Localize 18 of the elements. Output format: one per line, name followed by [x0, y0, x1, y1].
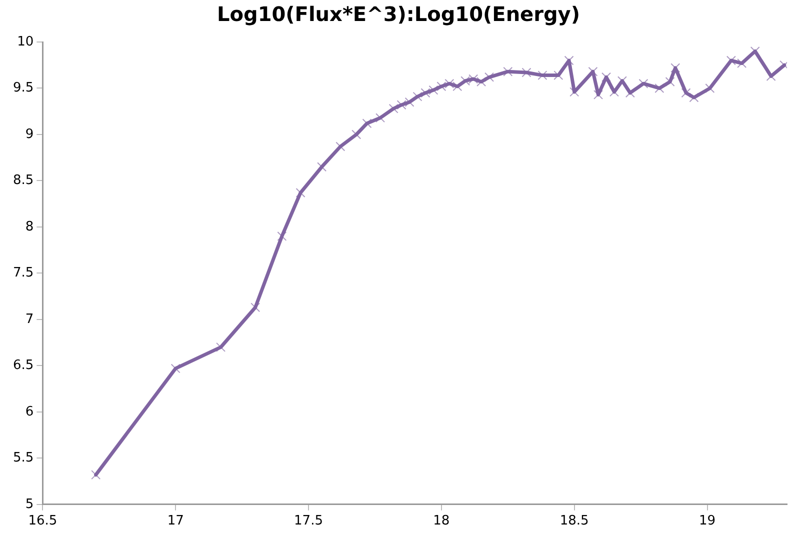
y-tick-label: 5 [25, 496, 34, 512]
y-tick-label: 9.5 [12, 80, 34, 96]
y-tick-label: 10 [17, 34, 34, 50]
y-tick-label: 7.5 [12, 266, 34, 281]
y-tick-label: 7 [25, 312, 34, 327]
y-tick-label: 6 [25, 404, 34, 420]
y-tick-label: 8 [25, 219, 34, 234]
x-tick-label: 19 [698, 514, 716, 529]
x-tick-label: 18 [433, 514, 450, 529]
y-tick-label: 6.5 [12, 358, 34, 374]
x-tick-label: 18.5 [560, 514, 589, 529]
x-tick-label: 16.5 [28, 514, 58, 529]
y-tick-label: 8.5 [12, 173, 34, 188]
x-tick-label: 17.5 [294, 514, 323, 529]
chart-title: Log10(Flux*E^3):Log10(Energy) [217, 2, 580, 26]
y-tick-label: 5.5 [12, 450, 34, 466]
x-tick-label: 17 [167, 514, 184, 529]
y-tick-label: 9 [25, 126, 34, 142]
